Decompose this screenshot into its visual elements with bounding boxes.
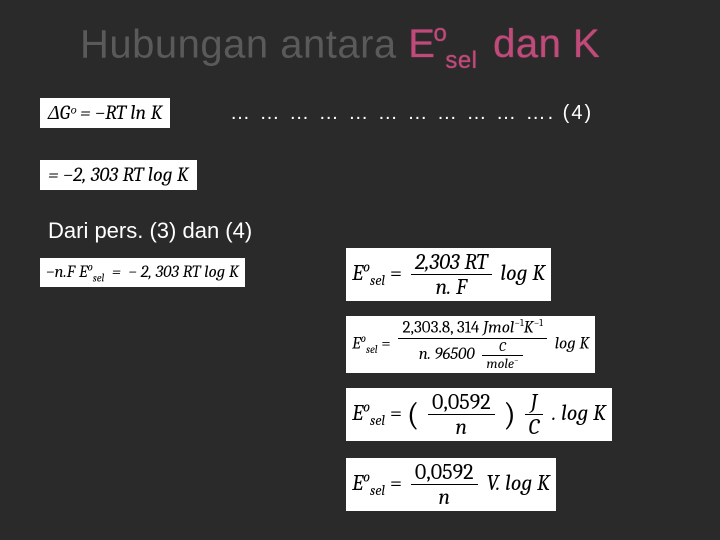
eq6-rparen: ) <box>503 396 515 433</box>
title-sup: o <box>433 20 447 47</box>
eq4-tail: log K <box>500 260 545 286</box>
eq6-frac1: 0,0592 n <box>428 390 495 439</box>
eq5-den-frac-den: mole <box>486 355 514 372</box>
eq4-frac: 2,303 RT n. F <box>411 250 492 299</box>
eq6-frac2: J C <box>525 390 544 439</box>
eq5-tail: log K <box>555 335 590 354</box>
eq6-lparen: ( <box>407 396 419 433</box>
equation-esel-3: Eosel = ( 0,0592 n ) J C . log K <box>346 388 612 441</box>
eq4-lhs-base: E <box>352 260 363 286</box>
equation-esel-1: Eosel = 2,303 RT n. F log K <box>346 248 551 301</box>
equation-esel-2: Eosel = 2,303.8, 314 Jmol−1K−1 n. 96500 … <box>346 316 595 373</box>
eq5-lhs-sub: sel <box>366 343 378 356</box>
eq7-lhs-base: E <box>352 470 363 496</box>
eq7-eq: = <box>390 470 407 496</box>
eq6-post-den: C <box>525 414 544 439</box>
eq5-den-a: n. 96500 <box>419 345 479 364</box>
eq6-paren-den: n <box>428 414 495 439</box>
equation-dg-expanded: = −2, 303 RT log K <box>40 160 197 190</box>
eq7-num: 0,0592 <box>411 460 478 484</box>
eq4-lhs-sub: sel <box>370 272 385 289</box>
eq5-den-frac-den-wrap: mole− <box>482 355 522 371</box>
eq5-den-frac: C mole− <box>482 339 522 371</box>
eq1-dots: … … … … … … … … … … …. (4) <box>230 102 593 125</box>
equation-esel-4: Eosel = 0,0592 n V. log K <box>346 458 556 511</box>
equation-dg: ΔGᵒ = −RT ln K <box>40 98 170 128</box>
eq7-lhs-sub: sel <box>370 482 385 499</box>
eq6-paren-num: 0,0592 <box>428 390 495 414</box>
eq5-num-e2: −1 <box>534 317 543 329</box>
eq4-lhs-sup: o <box>363 259 370 276</box>
eq4-eq: = <box>390 260 407 286</box>
eq7-frac: 0,0592 n <box>411 460 478 509</box>
eq5-den-frac-num: C <box>482 339 522 354</box>
eq5-num-e1: −1 <box>514 317 523 329</box>
eq6-eq: = <box>390 400 407 426</box>
eq5-eq: = <box>381 335 394 354</box>
eq1-text: ΔGᵒ = −RT ln K <box>48 101 162 124</box>
eq6-tail: . log K <box>552 400 606 426</box>
eq5-lhs-base: E <box>352 335 361 354</box>
title-sub: sel <box>445 47 477 74</box>
eq3-text: −n.F Eosel = − 2, 303 RT log K <box>46 263 239 282</box>
eq2-text: = −2, 303 RT log K <box>48 163 189 186</box>
title-pre: Hubungan antara <box>80 22 408 66</box>
eq6-lhs-base: E <box>352 400 363 426</box>
eq6-lhs-sup: o <box>363 399 370 416</box>
derivation-label: Dari pers. (3) dan (4) <box>48 218 252 244</box>
eq6-post-num: J <box>525 390 544 414</box>
eq5-num-a: 2,303.8, 314 <box>402 319 483 338</box>
eq5-den: n. 96500 C mole− <box>398 338 547 371</box>
eq5-num: 2,303.8, 314 Jmol−1K−1 <box>398 318 547 338</box>
eq5-num-j: Jmol <box>483 319 514 338</box>
eq4-num: 2,303 RT <box>411 250 492 274</box>
eq7-tail: V. log K <box>486 470 550 496</box>
eq7-lhs-sup: o <box>363 469 370 486</box>
eq6-lhs-sub: sel <box>370 412 385 429</box>
title-post: dan K <box>482 22 601 66</box>
title-base: E <box>408 22 435 66</box>
slide-title: Hubungan antara Eosel dan K <box>80 22 680 73</box>
equation-nfe: −n.F Eosel = − 2, 303 RT log K <box>40 258 245 287</box>
eq5-den-frac-exp: − <box>514 355 519 365</box>
eq4-den: n. F <box>411 274 492 299</box>
slide: Hubungan antara Eosel dan K ΔGᵒ = −RT ln… <box>0 0 720 540</box>
eq5-frac: 2,303.8, 314 Jmol−1K−1 n. 96500 C mole− <box>398 318 547 371</box>
eq5-num-k: K <box>524 319 534 338</box>
eq7-den: n <box>411 484 478 509</box>
title-symbol: Eosel dan K <box>408 22 600 66</box>
